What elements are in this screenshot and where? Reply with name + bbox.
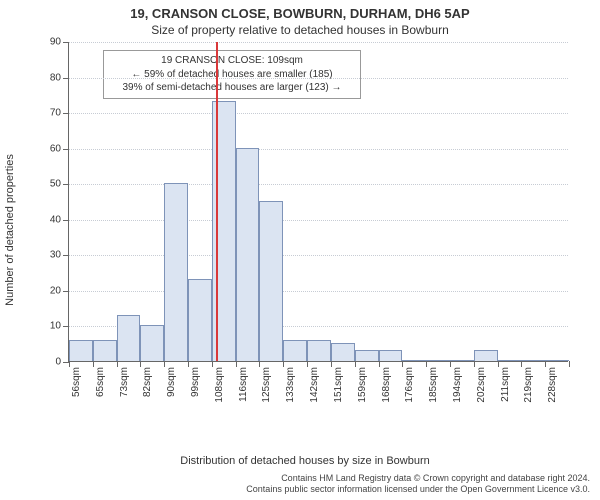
x-tick — [93, 361, 94, 367]
x-tick-label: 202sqm — [476, 367, 487, 403]
y-tick-label: 60 — [50, 143, 69, 154]
x-tick — [498, 361, 499, 367]
histogram-bar — [521, 360, 545, 361]
histogram-bar — [450, 360, 474, 361]
grid-line — [69, 113, 568, 114]
y-tick-label: 90 — [50, 37, 69, 48]
x-tick — [569, 361, 570, 367]
annotation-line1: 19 CRANSON CLOSE: 109sqm — [110, 54, 354, 68]
annotation-line2: ← 59% of detached houses are smaller (18… — [110, 68, 354, 82]
histogram-bar — [69, 340, 93, 361]
x-tick-label: 82sqm — [142, 367, 153, 397]
histogram-bar — [117, 315, 141, 361]
x-tick-label: 56sqm — [71, 367, 82, 397]
grid-line — [69, 255, 568, 256]
x-tick-label: 99sqm — [190, 367, 201, 397]
x-tick — [236, 361, 237, 367]
histogram-bar — [164, 183, 188, 361]
y-tick-label: 30 — [50, 250, 69, 261]
property-marker-line — [216, 42, 218, 361]
y-tick-label: 0 — [55, 357, 69, 368]
x-tick-label: 194sqm — [452, 367, 463, 403]
y-axis-label: Number of detached properties — [4, 154, 16, 306]
x-tick — [117, 361, 118, 367]
x-tick-label: 65sqm — [95, 367, 106, 397]
x-tick — [212, 361, 213, 367]
x-tick-label: 159sqm — [357, 367, 368, 403]
grid-line — [69, 78, 568, 79]
grid-line — [69, 149, 568, 150]
histogram-bar — [379, 350, 403, 361]
histogram-bar — [474, 350, 498, 361]
y-tick-label: 40 — [50, 214, 69, 225]
x-tick — [307, 361, 308, 367]
x-tick — [69, 361, 70, 367]
y-tick-label: 10 — [50, 321, 69, 332]
grid-line — [69, 184, 568, 185]
histogram-bar — [331, 343, 355, 361]
histogram-bar — [236, 148, 260, 361]
histogram-bar — [498, 360, 522, 361]
x-tick-label: 133sqm — [285, 367, 296, 403]
footer-attribution: Contains HM Land Registry data © Crown c… — [246, 473, 590, 496]
x-tick — [450, 361, 451, 367]
x-tick-label: 108sqm — [214, 367, 225, 403]
x-tick — [474, 361, 475, 367]
annotation-line3: 39% of semi-detached houses are larger (… — [110, 81, 354, 95]
histogram-bar — [402, 360, 426, 361]
y-tick-label: 20 — [50, 285, 69, 296]
x-tick — [355, 361, 356, 367]
x-tick-label: 219sqm — [523, 367, 534, 403]
chart-title-sub: Size of property relative to detached ho… — [0, 21, 600, 37]
x-tick — [379, 361, 380, 367]
y-tick-label: 50 — [50, 179, 69, 190]
y-tick-label: 70 — [50, 108, 69, 119]
chart-title-main: 19, CRANSON CLOSE, BOWBURN, DURHAM, DH6 … — [0, 0, 600, 21]
x-tick-label: 73sqm — [119, 367, 130, 397]
x-tick-label: 211sqm — [500, 367, 511, 402]
x-tick-label: 116sqm — [238, 367, 249, 402]
footer-line1: Contains HM Land Registry data © Crown c… — [246, 473, 590, 485]
x-tick — [188, 361, 189, 367]
x-tick-label: 151sqm — [333, 367, 344, 403]
y-tick-label: 80 — [50, 72, 69, 83]
x-tick-label: 176sqm — [404, 367, 415, 403]
x-tick-label: 228sqm — [547, 367, 558, 403]
histogram-bar — [307, 340, 331, 361]
footer-line2: Contains public sector information licen… — [246, 484, 590, 496]
x-axis-label: Distribution of detached houses by size … — [180, 455, 429, 467]
x-tick — [331, 361, 332, 367]
x-tick — [426, 361, 427, 367]
x-tick-label: 185sqm — [428, 367, 439, 403]
chart-area: Number of detached properties 19 CRANSON… — [30, 42, 580, 417]
histogram-bar — [426, 360, 450, 361]
property-annotation: 19 CRANSON CLOSE: 109sqm ← 59% of detach… — [103, 50, 361, 99]
grid-line — [69, 220, 568, 221]
grid-line — [69, 291, 568, 292]
x-tick-label: 168sqm — [381, 367, 392, 403]
x-tick-label: 142sqm — [309, 367, 320, 403]
histogram-bar — [140, 325, 164, 361]
histogram-bar — [93, 340, 117, 361]
x-tick-label: 90sqm — [166, 367, 177, 397]
grid-line — [69, 42, 568, 43]
plot-area: 19 CRANSON CLOSE: 109sqm ← 59% of detach… — [68, 42, 568, 362]
histogram-bar — [188, 279, 212, 361]
histogram-bar — [283, 340, 307, 361]
histogram-bar — [355, 350, 379, 361]
histogram-bar — [545, 360, 569, 361]
histogram-bar — [259, 201, 283, 361]
x-tick-label: 125sqm — [261, 367, 272, 403]
